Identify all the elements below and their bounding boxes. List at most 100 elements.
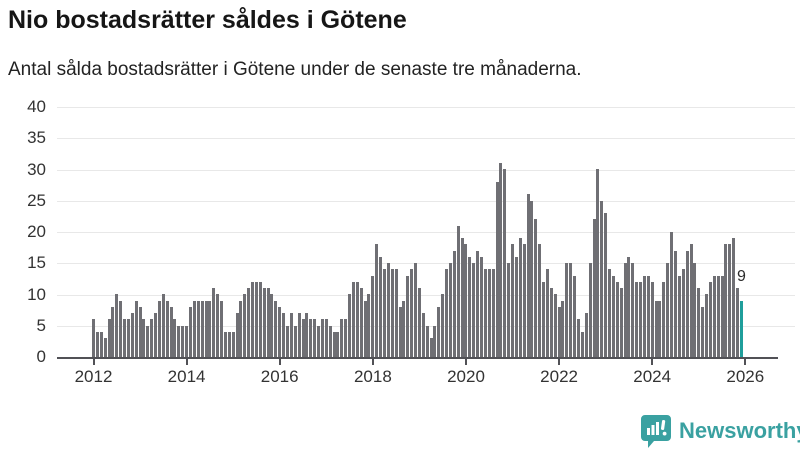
bar [604, 213, 608, 357]
bar [414, 263, 418, 357]
bar [239, 301, 243, 357]
bar [507, 263, 511, 357]
bar [573, 276, 577, 357]
bar [328, 326, 332, 357]
bar [522, 244, 526, 357]
bar [693, 263, 697, 357]
bar [697, 288, 701, 357]
y-axis-tick-label: 0 [36, 347, 46, 366]
bar [200, 301, 204, 357]
bar [146, 326, 150, 357]
bar [545, 269, 549, 357]
bar [99, 332, 103, 357]
bar [658, 301, 662, 357]
chart-subtitle: Antal sålda bostadsrätter i Götene under… [8, 59, 582, 80]
bar [433, 326, 437, 357]
y-axis-tick-label: 10 [27, 284, 46, 304]
chart-title: Nio bostadsrätter såldes i Götene [8, 6, 407, 34]
bar [530, 201, 534, 357]
x-axis-tick [465, 359, 467, 365]
bar [289, 313, 293, 357]
bar [398, 307, 402, 357]
bar [561, 301, 565, 357]
bar [216, 294, 220, 357]
x-axis-tick [371, 359, 374, 365]
bar [297, 313, 301, 357]
y-axis-tick-label: 5 [36, 315, 46, 335]
bar [359, 288, 363, 357]
x-axis-tick-label: 2018 [353, 367, 392, 386]
x-axis-tick [92, 359, 95, 365]
bar [123, 319, 127, 357]
bar [476, 251, 480, 357]
bar [736, 288, 740, 357]
bar [526, 194, 530, 357]
bar [394, 269, 398, 357]
bar [286, 326, 289, 357]
gridline-y-20 [57, 232, 795, 233]
bar [670, 232, 674, 357]
bar [270, 294, 274, 357]
x-axis-tick-label: 2012 [74, 367, 113, 386]
bar [386, 263, 390, 357]
bar [355, 282, 359, 357]
bar [437, 307, 441, 357]
bar [313, 319, 317, 357]
bar [278, 307, 282, 357]
newsworthy-logo: Newsworthy [640, 414, 800, 448]
bar [565, 263, 569, 357]
bar [472, 263, 476, 357]
bar [282, 313, 286, 357]
bar [92, 319, 95, 357]
bar [689, 244, 693, 357]
bar [608, 269, 612, 357]
bar [254, 282, 258, 357]
bar [363, 301, 367, 357]
gridline-y-15 [57, 263, 795, 265]
bar [483, 269, 487, 357]
bar [309, 319, 313, 357]
highlighted-last-bar [739, 301, 743, 357]
bar [274, 301, 278, 357]
gridline-y-10 [57, 294, 795, 296]
x-axis-tick-label: 2022 [540, 367, 578, 386]
bar [235, 313, 239, 357]
bar [499, 163, 503, 357]
bar [487, 269, 491, 357]
bar [491, 269, 495, 357]
bar [514, 257, 518, 357]
bar [708, 282, 712, 357]
bar [119, 301, 123, 357]
y-axis-tick-label: 35 [27, 128, 46, 148]
bar [138, 307, 142, 357]
gridline-y-40 [57, 107, 795, 108]
bar [231, 332, 235, 357]
bar [212, 288, 216, 357]
bar [448, 263, 452, 357]
bar [375, 244, 379, 357]
bar [115, 294, 119, 357]
x-axis-tick [185, 359, 188, 365]
bar [557, 307, 561, 357]
bar [452, 251, 456, 357]
bar [150, 319, 154, 357]
bar [165, 301, 169, 357]
bar [445, 269, 449, 357]
x-axis-tick-label: 2020 [447, 367, 485, 386]
bar [317, 326, 321, 357]
bar [588, 263, 592, 357]
bar [169, 307, 173, 357]
bar [220, 301, 224, 357]
bar [716, 276, 720, 357]
bar [542, 282, 546, 357]
newsworthy-bubble-icon [641, 415, 671, 448]
bar [185, 326, 189, 357]
bar [189, 307, 192, 357]
bar [157, 301, 161, 357]
bar [623, 263, 627, 357]
bar [111, 307, 115, 357]
bar [266, 288, 270, 357]
bar [615, 282, 619, 357]
bar [635, 282, 639, 357]
bar [662, 282, 666, 357]
